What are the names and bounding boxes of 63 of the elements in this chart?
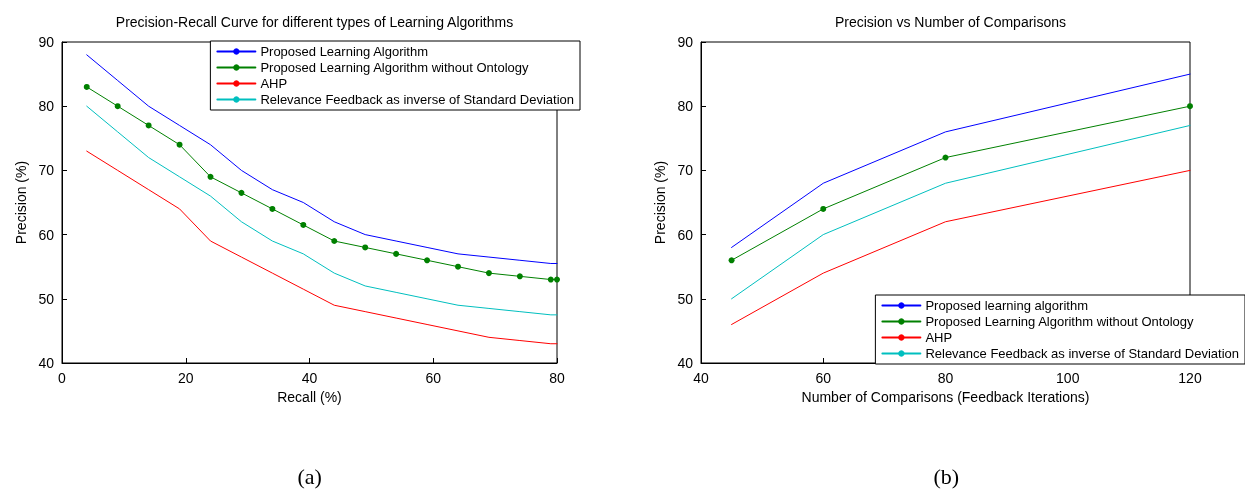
x-axis-title: Number of Comparisons (Feedback Iterations) (801, 388, 1090, 405)
legend-label: AHP (260, 76, 288, 91)
y-tick-label: 80 (38, 98, 55, 115)
x-axis-title: Recall (%) (277, 388, 342, 405)
y-axis-title: Precision (%) (651, 160, 668, 245)
point (485, 270, 492, 277)
x-tick-label: 80 (549, 370, 565, 386)
y-tick-label: 80 (677, 98, 694, 115)
line-series (86, 105, 558, 316)
point (820, 205, 827, 212)
point (331, 238, 338, 245)
y-tick-label: 60 (677, 226, 694, 243)
x-tick-label: 40 (693, 370, 709, 386)
x-tick-label: 40 (301, 370, 318, 386)
legend-label: Relevance Feedback as inverse of Standard Deviation (925, 346, 1239, 361)
legend-label: Proposed Learning Algorithm (260, 44, 429, 59)
y-tick-label: 90 (38, 34, 55, 50)
x-tick-label: 80 (937, 370, 954, 386)
y-tick-label: 70 (677, 162, 694, 179)
point (942, 154, 949, 161)
y-tick-label: 50 (677, 290, 694, 307)
line-series (731, 124, 1191, 300)
y-tick-label: 90 (677, 34, 694, 50)
legend-label: Proposed Learning Algorithm without Ontology (260, 60, 529, 75)
point (547, 276, 554, 283)
x-tick-label: 120 (1178, 370, 1202, 386)
text: (a) (297, 463, 322, 489)
y-tick-label: 40 (677, 355, 694, 371)
y-axis-title: Precision (%) (12, 160, 29, 245)
x-tick-label: 60 (815, 370, 832, 386)
point (1187, 103, 1193, 110)
point (728, 257, 735, 264)
line-series (86, 150, 558, 345)
y-tick-label: 40 (38, 355, 55, 371)
chart-title: Precision-Recall Curve for different types of Learning Algorithms (115, 14, 514, 30)
x-tick-label: 100 (1056, 370, 1080, 386)
point (176, 141, 183, 148)
point (455, 263, 461, 270)
chart-title: Precision vs Number of Comparisons (834, 14, 1067, 30)
y-tick-label: 50 (38, 290, 55, 307)
point (269, 205, 276, 212)
legend-label: Proposed learning algorithm (925, 298, 1088, 313)
text: (b) (933, 463, 960, 489)
legend-label: AHP (925, 330, 953, 345)
x-tick-label: 20 (177, 370, 194, 386)
x-tick-label: 60 (425, 370, 442, 386)
point (207, 173, 214, 180)
point (554, 276, 560, 283)
point (238, 189, 245, 196)
y-tick-label: 60 (38, 226, 55, 243)
point (300, 221, 307, 228)
y-tick-label: 70 (38, 162, 55, 179)
point (83, 83, 90, 90)
x-tick-label: 0 (58, 370, 67, 386)
point (393, 250, 400, 257)
point (516, 273, 523, 280)
legend-label: Proposed Learning Algorithm without Ontology (925, 314, 1194, 329)
line-series (731, 73, 1191, 248)
point (145, 122, 152, 129)
point (424, 257, 431, 264)
legend-label: Relevance Feedback as inverse of Standard Deviation (260, 92, 574, 107)
point (362, 244, 369, 251)
point (114, 103, 121, 110)
